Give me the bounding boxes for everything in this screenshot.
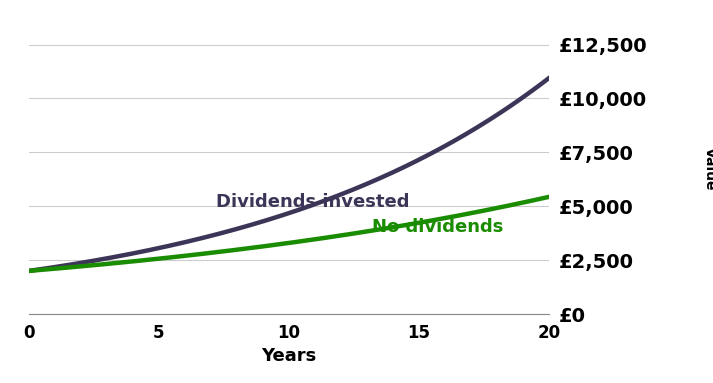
Text: No dividends: No dividends (372, 218, 503, 236)
Text: Dividends invested: Dividends invested (216, 193, 409, 211)
X-axis label: Years: Years (261, 347, 317, 365)
Y-axis label: Value: Value (703, 147, 713, 190)
